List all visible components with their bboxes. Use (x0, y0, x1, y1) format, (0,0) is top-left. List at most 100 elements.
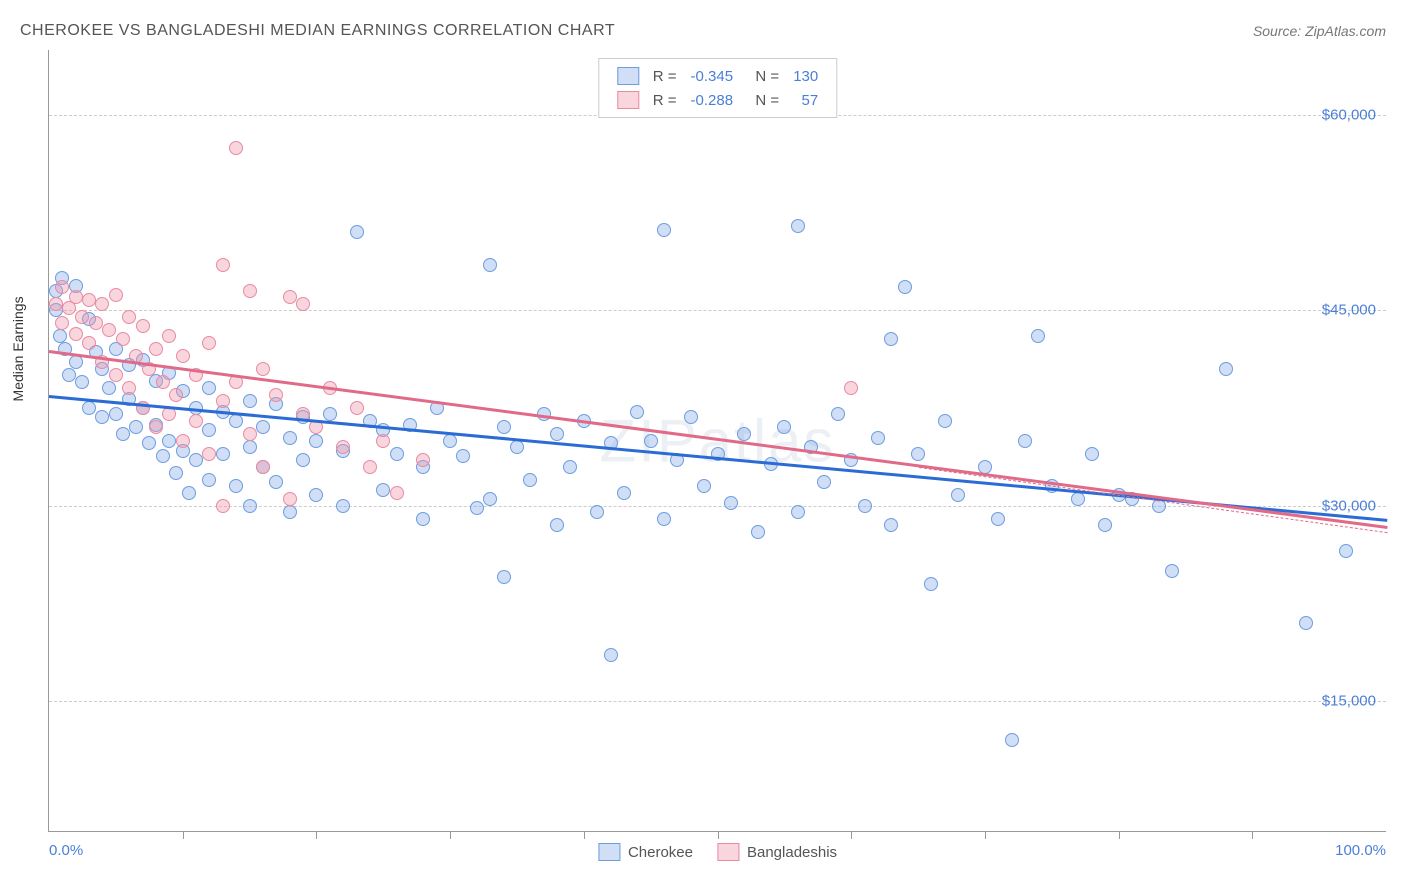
x-tick (183, 831, 184, 839)
data-point (256, 362, 270, 376)
trendline-dashed (919, 467, 1387, 533)
data-point (791, 219, 805, 233)
legend-series-name: Cherokee (628, 844, 693, 861)
x-tick (1252, 831, 1253, 839)
data-point (202, 473, 216, 487)
data-point (376, 483, 390, 497)
data-point (95, 297, 109, 311)
data-point (283, 290, 297, 304)
y-tick-label: $30,000 (1322, 497, 1376, 514)
data-point (644, 434, 658, 448)
data-point (737, 427, 751, 441)
data-point (142, 436, 156, 450)
data-point (82, 336, 96, 350)
data-point (243, 394, 257, 408)
data-point (1098, 518, 1112, 532)
data-point (1071, 492, 1085, 506)
data-point (122, 381, 136, 395)
data-point (149, 342, 163, 356)
data-point (884, 518, 898, 532)
data-point (162, 434, 176, 448)
legend-n-value: 57 (787, 89, 824, 111)
data-point (229, 414, 243, 428)
data-point (189, 414, 203, 428)
data-point (216, 447, 230, 461)
x-tick (316, 831, 317, 839)
x-axis-min-label: 0.0% (49, 842, 83, 859)
data-point (483, 258, 497, 272)
data-point (116, 332, 130, 346)
data-point (309, 488, 323, 502)
scatter-chart: ZIPatlas $15,000$30,000$45,000$60,0000.0… (48, 50, 1386, 832)
data-point (69, 327, 83, 341)
data-point (550, 427, 564, 441)
data-point (256, 420, 270, 434)
data-point (283, 492, 297, 506)
x-tick (985, 831, 986, 839)
data-point (189, 453, 203, 467)
data-point (216, 394, 230, 408)
data-point (176, 434, 190, 448)
data-point (684, 410, 698, 424)
data-point (550, 518, 564, 532)
y-tick-label: $60,000 (1322, 107, 1376, 124)
data-point (751, 525, 765, 539)
data-point (336, 499, 350, 513)
data-point (1085, 447, 1099, 461)
data-point (296, 453, 310, 467)
data-point (911, 447, 925, 461)
data-point (309, 434, 323, 448)
data-point (443, 434, 457, 448)
data-point (791, 505, 805, 519)
data-point (102, 381, 116, 395)
data-point (1339, 544, 1353, 558)
data-point (202, 381, 216, 395)
data-point (323, 407, 337, 421)
data-point (350, 401, 364, 415)
legend-swatch (717, 843, 739, 861)
data-point (657, 512, 671, 526)
data-point (82, 401, 96, 415)
data-point (844, 381, 858, 395)
x-tick (584, 831, 585, 839)
data-point (169, 388, 183, 402)
data-point (523, 473, 537, 487)
data-point (62, 368, 76, 382)
data-point (49, 297, 63, 311)
x-tick (1119, 831, 1120, 839)
gridline (49, 701, 1386, 702)
legend-item: Bangladeshis (717, 843, 837, 861)
data-point (924, 577, 938, 591)
data-point (109, 288, 123, 302)
source-label: Source: ZipAtlas.com (1253, 23, 1386, 39)
data-point (243, 440, 257, 454)
data-point (82, 293, 96, 307)
data-point (390, 447, 404, 461)
legend-r-value: -0.345 (685, 65, 740, 87)
data-point (243, 284, 257, 298)
legend-n-label: N = (741, 89, 785, 111)
data-point (55, 316, 69, 330)
data-point (991, 512, 1005, 526)
data-point (229, 141, 243, 155)
data-point (938, 414, 952, 428)
data-point (831, 407, 845, 421)
data-point (617, 486, 631, 500)
data-point (951, 488, 965, 502)
data-point (724, 496, 738, 510)
data-point (229, 479, 243, 493)
data-point (363, 460, 377, 474)
data-point (136, 319, 150, 333)
data-point (162, 329, 176, 343)
data-point (216, 499, 230, 513)
data-point (497, 420, 511, 434)
data-point (89, 316, 103, 330)
data-point (75, 375, 89, 389)
data-point (563, 460, 577, 474)
data-point (697, 479, 711, 493)
data-point (53, 329, 67, 343)
data-point (470, 501, 484, 515)
legend-swatch (617, 91, 639, 109)
data-point (102, 323, 116, 337)
data-point (202, 447, 216, 461)
